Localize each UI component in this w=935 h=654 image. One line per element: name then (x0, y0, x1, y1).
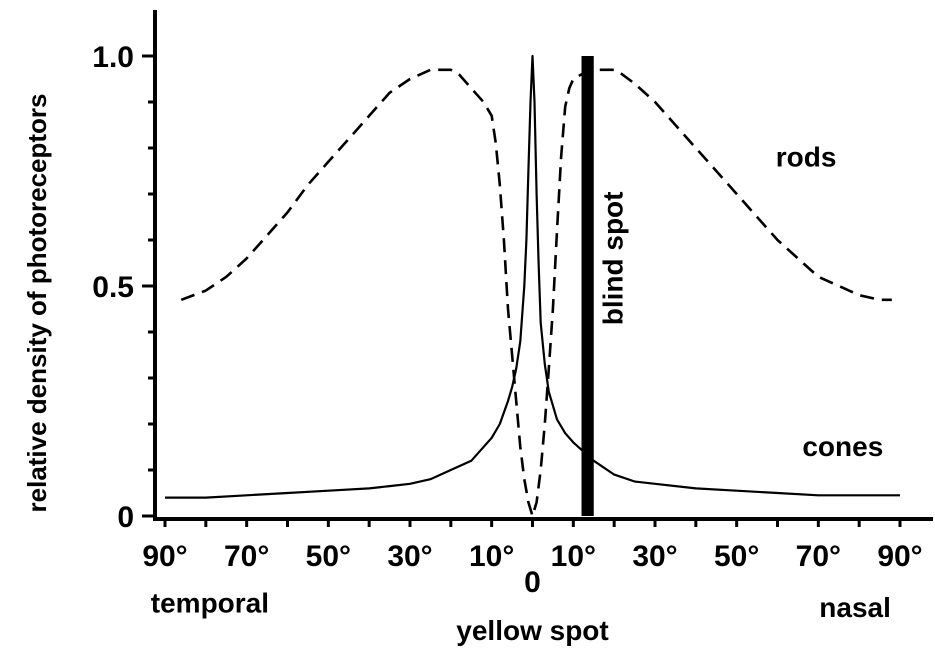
x-tick-label: 90° (877, 540, 922, 573)
x-tick-label: 70° (224, 540, 269, 573)
blind-spot-bar (581, 56, 594, 516)
x-tick-label: 0 (524, 566, 541, 599)
series-layer (165, 54, 900, 518)
x-tick-label: 50° (714, 540, 759, 573)
x-tick-label: 50° (306, 540, 351, 573)
series-line-cones (165, 54, 900, 499)
y-tick-label: 0.5 (92, 271, 134, 304)
x-tick-label: 10° (551, 540, 596, 573)
x-axis: 90° 70° 50° 30° 10° 0 10° 30° 50° 70° 90° (142, 517, 933, 599)
y-tick-label: 0 (117, 501, 134, 534)
x-tick-label: 30° (387, 540, 432, 573)
annotation-cones: cones (802, 431, 883, 462)
annotation-rods: rods (776, 141, 837, 172)
x-tick-label: 10° (469, 540, 514, 573)
x-tick-label: 90° (142, 540, 187, 573)
blind-spot-layer (581, 56, 594, 516)
y-tick-label: 1.0 (92, 41, 134, 74)
series-line-rods (180, 68, 892, 518)
x-tick-label: 70° (796, 540, 841, 573)
annotation-layer: rods cones blind spot temporal nasal yellow s… (151, 141, 891, 646)
x-tick-label: 30° (632, 540, 677, 573)
annotation-yellow-spot: yellow spot (456, 615, 608, 646)
annotation-temporal: temporal (151, 588, 269, 619)
annotation-nasal: nasal (819, 592, 891, 623)
annotation-blind-spot: blind spot (597, 192, 628, 326)
y-axis-label: relative density of photoreceptors (22, 94, 52, 513)
y-axis: 0 0.5 1.0 (92, 10, 157, 534)
